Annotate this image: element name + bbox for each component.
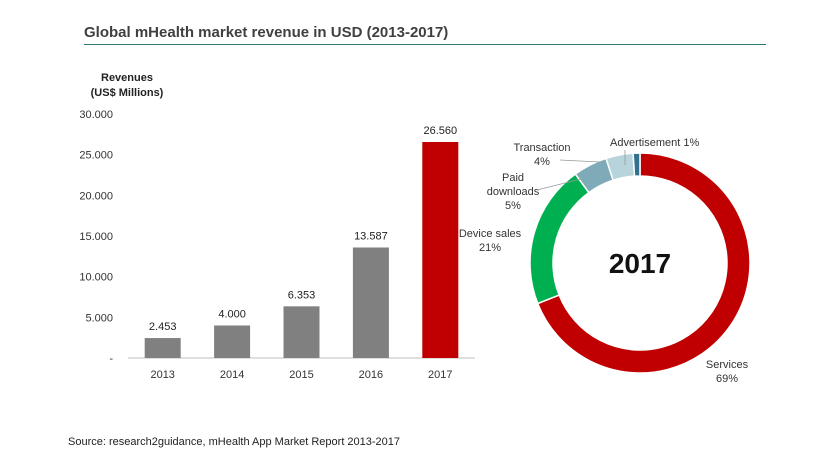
slice-label-pct: 69%: [716, 373, 738, 385]
bar-value-label: 26.560: [423, 125, 457, 137]
slice-leader-line: [559, 159, 601, 163]
y-axis-label: (US$ Millions): [91, 87, 164, 99]
slice-label-pct: 21%: [479, 242, 501, 254]
y-tick-label: 5.000: [85, 312, 113, 324]
y-tick-label: 20.000: [79, 190, 113, 202]
y-tick-label: 10.000: [79, 272, 113, 284]
slice-label-name: Paid: [502, 172, 524, 184]
donut-slice-services: [536, 152, 751, 374]
title-underline: [84, 44, 766, 45]
bar-2015: [283, 306, 320, 358]
slice-label-name: Advertisement 1%: [610, 137, 699, 149]
bar-value-label: 2.453: [149, 321, 177, 333]
x-tick-label: 2017: [428, 369, 452, 381]
slice-label-name: Device sales: [459, 228, 522, 240]
y-tick-label: 15.000: [79, 231, 113, 243]
y-tick-label: -: [109, 353, 113, 365]
slice-leader-line: [536, 178, 582, 191]
y-axis-label: Revenues: [101, 72, 153, 84]
chart-title: Global mHealth market revenue in USD (20…: [84, 24, 449, 41]
bar-value-label: 4.000: [218, 308, 246, 320]
slice-label-name: Services: [706, 359, 749, 371]
bar-2016: [352, 247, 389, 358]
bar-2017: [422, 141, 459, 358]
slice-label-name: downloads: [487, 186, 540, 198]
bar-2014: [214, 325, 251, 358]
donut-slice-advertisement: [632, 152, 641, 177]
x-tick-label: 2015: [289, 369, 313, 381]
x-tick-label: 2013: [150, 369, 174, 381]
x-tick-label: 2016: [359, 369, 383, 381]
y-tick-label: 25.000: [79, 150, 113, 162]
bar-value-label: 13.587: [354, 230, 388, 242]
slice-label-name: Transaction: [513, 142, 570, 154]
bar-2013: [144, 338, 181, 358]
x-tick-label: 2014: [220, 369, 244, 381]
donut-center-label: 2017: [609, 248, 671, 279]
bar-value-label: 6.353: [288, 289, 316, 301]
source-note: Source: research2guidance, mHealth App M…: [68, 436, 401, 448]
y-tick-label: 30.000: [79, 109, 113, 121]
slice-label-pct: 5%: [505, 200, 521, 212]
slice-label-pct: 4%: [534, 156, 550, 168]
